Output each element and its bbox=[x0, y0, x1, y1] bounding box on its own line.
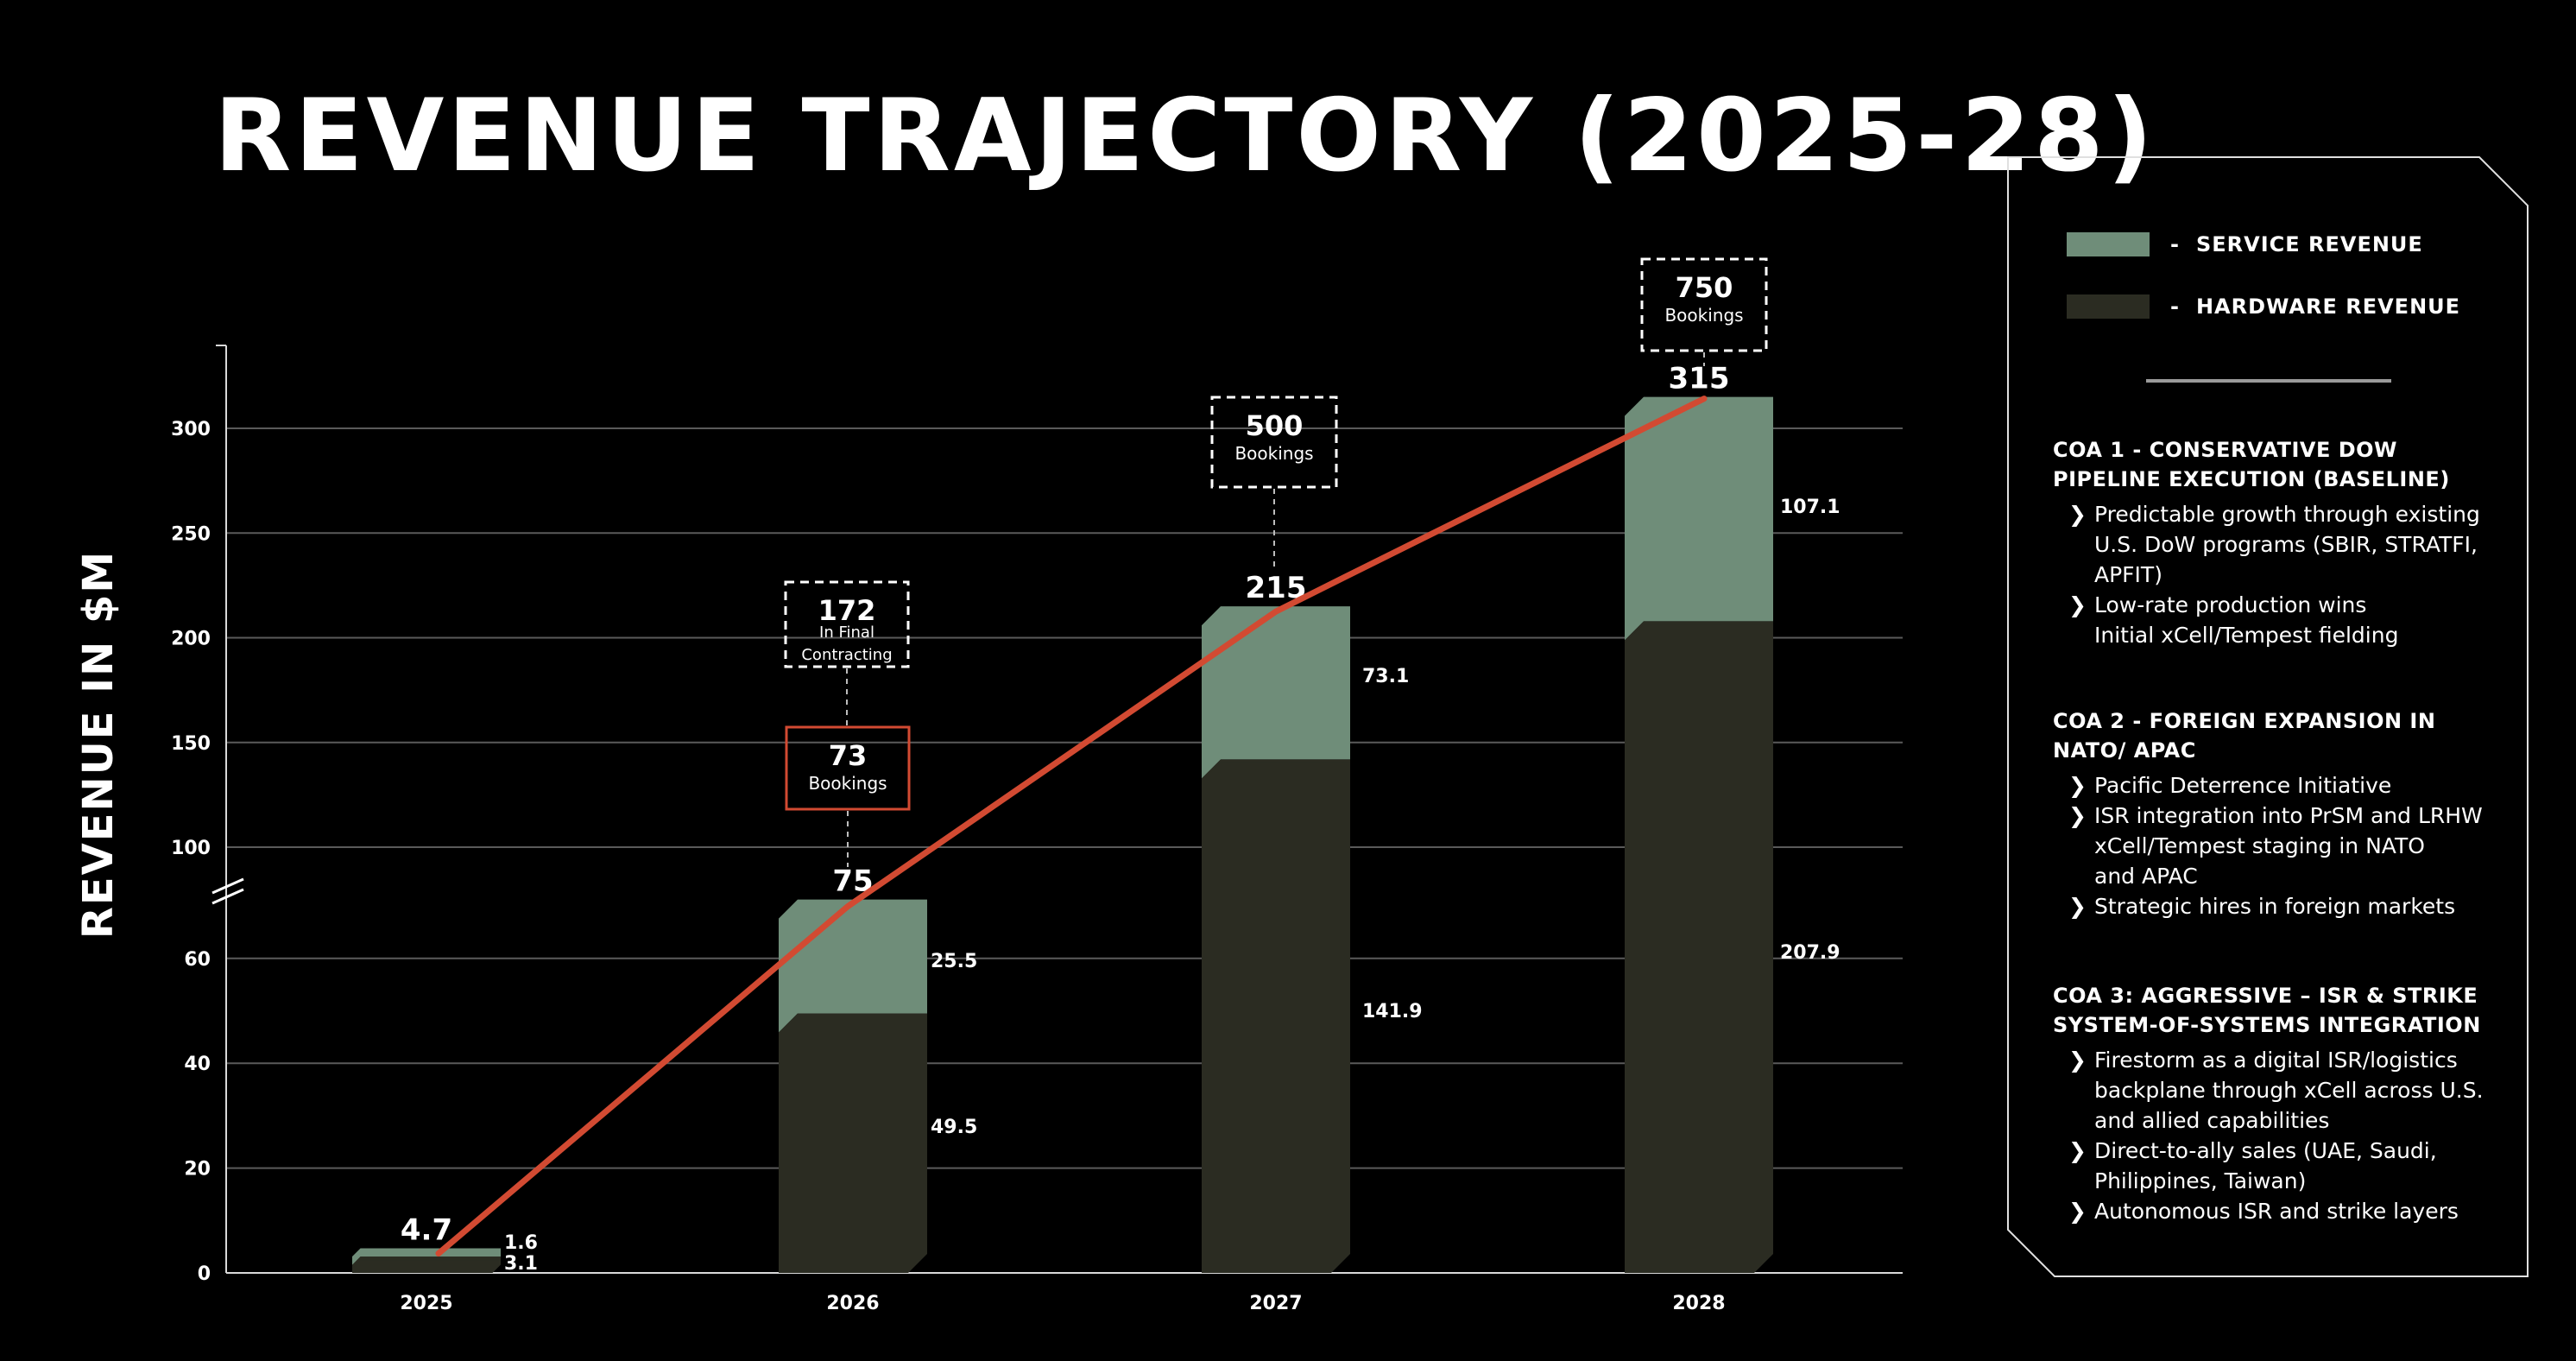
annotation-value: 172 bbox=[818, 594, 876, 627]
annotation-value: 750 bbox=[1676, 271, 1733, 304]
bar-service-2028 bbox=[1625, 396, 1773, 641]
hardware-value-label: 3.1 bbox=[504, 1253, 538, 1275]
chevron-right-icon: ❯ bbox=[2068, 1199, 2087, 1224]
coa-2: COA 2 - FOREIGN EXPANSION IN NATO/ APAC … bbox=[2053, 706, 2510, 921]
x-tick-label: 2026 bbox=[826, 1293, 879, 1314]
bar-hardware-cap bbox=[779, 1013, 927, 1036]
bar-service-2025 bbox=[352, 1248, 501, 1265]
annotation-label: Bookings bbox=[1234, 443, 1313, 464]
x-tick-label: 2025 bbox=[400, 1293, 452, 1314]
legend-swatch-service bbox=[2067, 232, 2150, 256]
coa-3: COA 3: AGGRESSIVE – ISR & STRIKE SYSTEM-… bbox=[2053, 981, 2510, 1226]
legend-dash: - bbox=[2170, 232, 2179, 256]
coa-item: ❯ Firestorm as a digital ISR/logistics ba… bbox=[2068, 1045, 2510, 1136]
axis-break-mark bbox=[212, 888, 244, 905]
coa-item: ❯ Direct-to-ally sales (UAE, Saudi, Phili… bbox=[2068, 1136, 2510, 1196]
service-value-label: 25.5 bbox=[931, 951, 977, 972]
chevron-right-icon: ❯ bbox=[2068, 894, 2087, 919]
hardware-value-label: 207.9 bbox=[1780, 942, 1840, 964]
coa-1: COA 1 - CONSERVATIVE DOW PIPELINE EXECUT… bbox=[2053, 435, 2510, 650]
y-tick-label: 150 bbox=[171, 733, 211, 755]
legend-swatch-hardware bbox=[2067, 294, 2150, 319]
coa-item: ❯ Predictable growth through existing U.S… bbox=[2068, 499, 2510, 590]
service-value-label: 107.1 bbox=[1780, 497, 1840, 518]
annotation-box bbox=[785, 725, 911, 811]
annotation-value: 73 bbox=[829, 739, 868, 772]
chevron-right-icon: ❯ bbox=[2068, 592, 2087, 617]
coa-item: ❯ Autonomous ISR and strike layers bbox=[2068, 1196, 2510, 1226]
annotation-label: In Final bbox=[819, 624, 874, 642]
y-tick-label: 250 bbox=[171, 523, 211, 545]
total-label: 4.7 bbox=[401, 1212, 452, 1247]
legend-divider bbox=[2146, 379, 2391, 383]
coa-list: ❯ Predictable growth through existing U.S… bbox=[2053, 499, 2510, 650]
trend-line bbox=[435, 396, 1708, 1257]
total-label: 315 bbox=[1669, 362, 1730, 396]
bar-hardware-cap bbox=[1202, 759, 1350, 782]
bar-service-2026 bbox=[779, 899, 927, 1033]
coa-item: ❯ Pacific Deterrence Initiative bbox=[2068, 770, 2510, 801]
x-tick-label: 2027 bbox=[1249, 1293, 1302, 1314]
coa-title: COA 2 - FOREIGN EXPANSION IN NATO/ APAC bbox=[2053, 709, 2436, 763]
annotation-label: Contracting bbox=[801, 646, 892, 664]
legend-item-hardware: - HARDWARE REVENUE bbox=[2067, 292, 2460, 321]
annotation-box bbox=[784, 580, 910, 668]
annotation-label: Bookings bbox=[1664, 305, 1743, 326]
y-tick-label: 60 bbox=[184, 949, 211, 971]
coa-list: ❯ Pacific Deterrence Initiative ❯ ISR inte… bbox=[2053, 770, 2510, 921]
bar-hardware-2026 bbox=[779, 1013, 927, 1273]
legend: - SERVICE REVENUE - HARDWARE REVENUE bbox=[2067, 230, 2460, 354]
bar-hardware-cap bbox=[352, 1257, 501, 1269]
legend-label-service: SERVICE REVENUE bbox=[2195, 232, 2423, 256]
coa-item: ❯ ISR integration into PrSM and LRHW xCel… bbox=[2068, 801, 2510, 891]
bar-hardware-2028 bbox=[1625, 621, 1773, 1273]
bar-hardware-2027 bbox=[1202, 759, 1350, 1273]
y-tick-label: 0 bbox=[198, 1263, 211, 1285]
hardware-value-label: 49.5 bbox=[931, 1117, 977, 1138]
annotation-value: 500 bbox=[1246, 409, 1304, 442]
chevron-right-icon: ❯ bbox=[2068, 1048, 2087, 1073]
annotation-label: Bookings bbox=[808, 773, 887, 794]
bar-hardware-2025 bbox=[352, 1257, 501, 1273]
chevron-right-icon: ❯ bbox=[2068, 773, 2087, 798]
service-value-label: 73.1 bbox=[1362, 666, 1409, 687]
bar-service-2027 bbox=[1202, 606, 1350, 779]
chevron-right-icon: ❯ bbox=[2068, 1138, 2087, 1163]
chevron-right-icon: ❯ bbox=[2068, 502, 2087, 527]
chevron-right-icon: ❯ bbox=[2068, 803, 2087, 828]
legend-item-service: - SERVICE REVENUE bbox=[2067, 230, 2460, 259]
legend-dash: - bbox=[2170, 294, 2179, 319]
hardware-value-label: 141.9 bbox=[1362, 1001, 1423, 1022]
service-value-label: 1.6 bbox=[504, 1232, 538, 1254]
coa-title: COA 3: AGGRESSIVE – ISR & STRIKE SYSTEM-… bbox=[2053, 984, 2481, 1037]
y-tick-label: 40 bbox=[184, 1054, 211, 1075]
page-title: REVENUE TRAJECTORY (2025-28) bbox=[214, 78, 2156, 194]
legend-label-hardware: HARDWARE REVENUE bbox=[2195, 294, 2461, 319]
annotation-box bbox=[1210, 396, 1338, 489]
annotation-box bbox=[1640, 257, 1768, 352]
y-tick-label: 200 bbox=[171, 629, 211, 650]
y-tick-label: 300 bbox=[171, 419, 211, 440]
bar-hardware-cap bbox=[1625, 621, 1773, 644]
axis-break-mark bbox=[212, 877, 244, 895]
x-tick-label: 2028 bbox=[1672, 1293, 1725, 1314]
y-tick-label: 100 bbox=[171, 838, 211, 859]
y-tick-label: 20 bbox=[184, 1159, 211, 1181]
coa-item: ❯ Strategic hires in foreign markets bbox=[2068, 891, 2510, 921]
coa-item: ❯ Low-rate production wins Initial xCell/… bbox=[2068, 590, 2510, 650]
coa-list: ❯ Firestorm as a digital ISR/logistics ba… bbox=[2053, 1045, 2510, 1226]
side-panel-border bbox=[2007, 156, 2529, 1277]
coa-title: COA 1 - CONSERVATIVE DOW PIPELINE EXECUT… bbox=[2053, 438, 2450, 491]
